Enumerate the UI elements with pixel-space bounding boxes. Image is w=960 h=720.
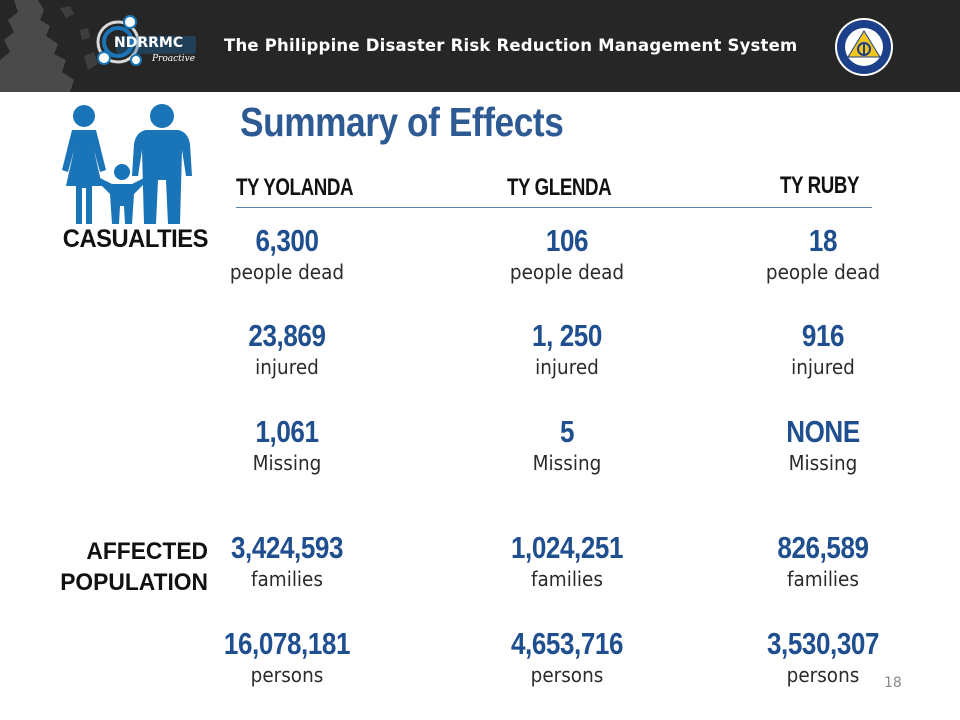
logo-acronym: NDRRMC xyxy=(114,35,184,51)
glenda-families-stat: 1,024,251 families xyxy=(447,530,687,592)
stat-unit: persons xyxy=(530,663,604,687)
yolanda-dead-stat: 6,300 people dead xyxy=(167,223,407,285)
stat-value: 18 xyxy=(808,223,838,258)
banner-title: The Philippine Disaster Risk Reduction M… xyxy=(224,36,798,55)
stat-unit: Missing xyxy=(532,451,602,475)
stat-unit: injured xyxy=(535,355,599,379)
affected-label-line2: POPULATION xyxy=(60,569,208,596)
glenda-dead-stat: 106 people dead xyxy=(447,223,687,285)
header-divider xyxy=(236,207,872,208)
ruby-dead-stat: 18 people dead xyxy=(703,223,943,285)
glenda-missing-stat: 5 Missing xyxy=(447,414,687,476)
stat-value: 3,424,593 xyxy=(230,530,344,565)
stat-value: NONE xyxy=(786,414,860,449)
stat-value: 1,061 xyxy=(255,414,319,449)
stat-value: 916 xyxy=(801,318,845,353)
ruby-persons-stat: 3,530,307 persons xyxy=(703,626,943,688)
stat-value: 23,869 xyxy=(248,318,326,353)
stat-unit: people dead xyxy=(509,260,625,284)
stat-unit: families xyxy=(787,567,859,591)
logo-tagline: Proactive xyxy=(152,54,196,64)
stat-value: 6,300 xyxy=(255,223,319,258)
ruby-families-stat: 826,589 families xyxy=(703,530,943,592)
glenda-injured-stat: 1, 250 injured xyxy=(447,318,687,380)
glenda-persons-stat: 4,653,716 persons xyxy=(447,626,687,688)
typhoon-header-glenda: TY GLENDA xyxy=(507,174,612,201)
affected-label-line1: AFFECTED xyxy=(86,538,208,565)
stat-value: 1, 250 xyxy=(532,318,602,353)
ruby-missing-stat: NONE Missing xyxy=(703,414,943,476)
affected-population-label: AFFECTED POPULATION xyxy=(20,536,208,598)
stat-value: 106 xyxy=(545,223,589,258)
stat-value: 1,024,251 xyxy=(510,530,624,565)
stat-unit: Missing xyxy=(788,451,858,475)
stat-value: 4,653,716 xyxy=(510,626,624,661)
typhoon-header-yolanda: TY YOLANDA xyxy=(236,174,354,201)
stat-value: 5 xyxy=(559,414,575,449)
civil-defense-seal-icon xyxy=(835,18,893,76)
family-icon xyxy=(62,104,192,224)
header-banner: NDRRMC Proactive The Philippine Disaster… xyxy=(0,0,960,92)
stat-unit: persons xyxy=(786,663,860,687)
slide-title: Summary of Effects xyxy=(240,99,564,145)
stat-value: 16,078,181 xyxy=(223,626,351,661)
yolanda-injured-stat: 23,869 injured xyxy=(167,318,407,380)
yolanda-persons-stat: 16,078,181 persons xyxy=(167,626,407,688)
ndrrmc-logo: NDRRMC Proactive xyxy=(96,14,200,74)
yolanda-families-stat: 3,424,593 families xyxy=(167,530,407,592)
stat-unit: injured xyxy=(255,355,319,379)
stat-unit: people dead xyxy=(229,260,345,284)
stat-unit: families xyxy=(531,567,603,591)
stat-unit: injured xyxy=(791,355,855,379)
page-number: 18 xyxy=(884,675,902,691)
stat-value: 3,530,307 xyxy=(766,626,880,661)
philippines-map-icon xyxy=(0,0,98,92)
yolanda-missing-stat: 1,061 Missing xyxy=(167,414,407,476)
casualties-label: CASUALTIES xyxy=(62,225,209,253)
typhoon-header-ruby: TY RUBY xyxy=(780,172,860,199)
ruby-injured-stat: 916 injured xyxy=(703,318,943,380)
stat-unit: people dead xyxy=(765,260,881,284)
stat-unit: Missing xyxy=(252,451,322,475)
stat-unit: families xyxy=(251,567,323,591)
stat-value: 826,589 xyxy=(777,530,869,565)
stat-unit: persons xyxy=(250,663,324,687)
